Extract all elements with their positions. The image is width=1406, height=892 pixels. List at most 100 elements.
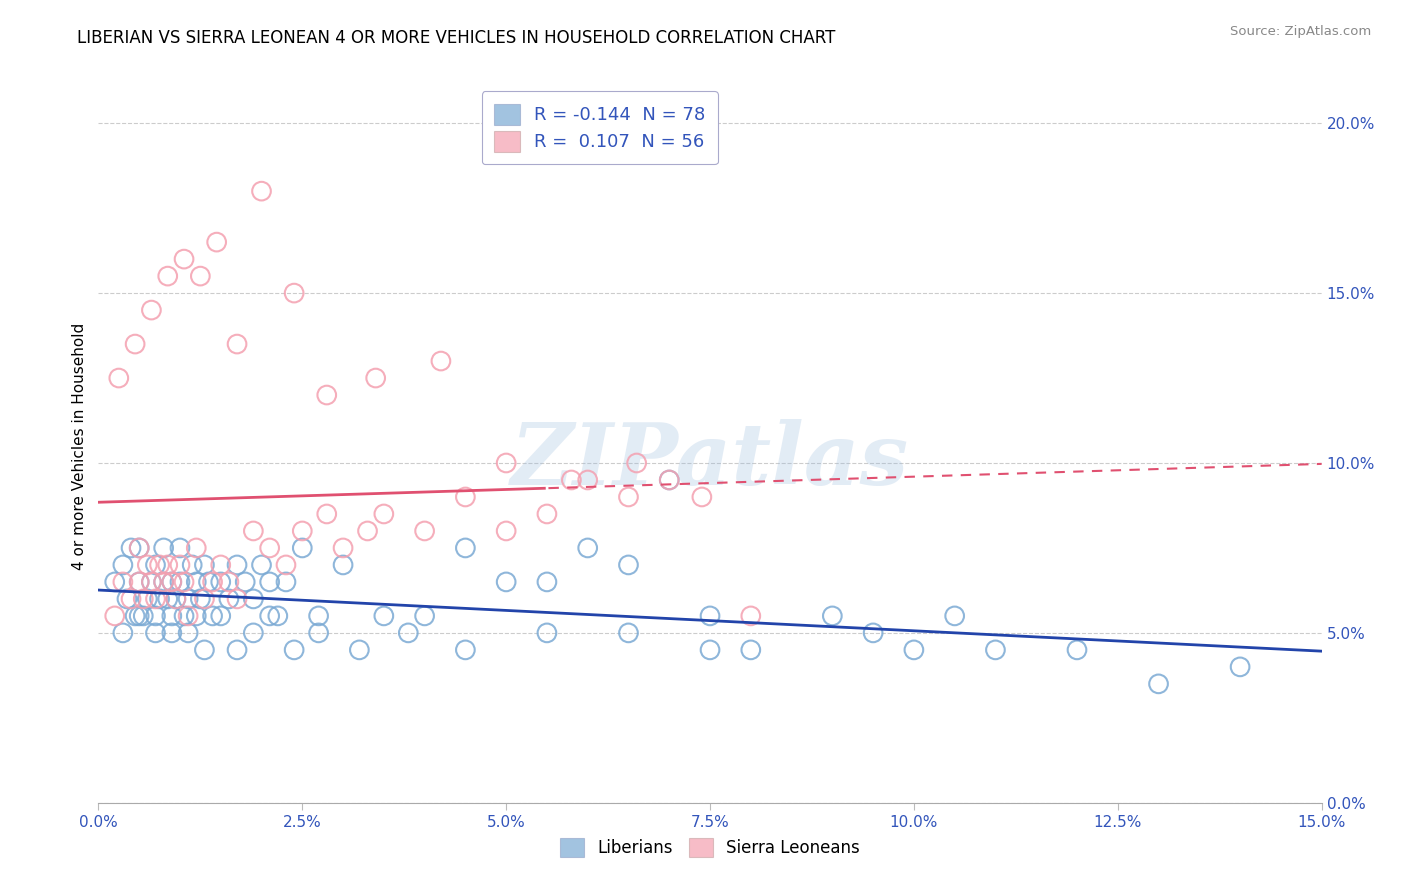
- Point: [145, 626, 167, 640]
- Point: [141, 574, 163, 589]
- Point: [690, 490, 713, 504]
- Point: [242, 591, 264, 606]
- Point: [165, 591, 187, 606]
- Text: Source: ZipAtlas.com: Source: ZipAtlas.com: [1230, 25, 1371, 38]
- Point: [209, 574, 232, 589]
- Point: [495, 456, 517, 470]
- Point: [242, 524, 264, 538]
- Point: [259, 574, 281, 589]
- Point: [1147, 677, 1170, 691]
- Point: [160, 574, 183, 589]
- Point: [201, 608, 224, 623]
- Point: [283, 286, 305, 301]
- Point: [120, 591, 142, 606]
- Point: [104, 574, 127, 589]
- Point: [274, 558, 297, 572]
- Point: [128, 541, 150, 555]
- Point: [128, 541, 150, 555]
- Point: [658, 473, 681, 487]
- Point: [218, 574, 240, 589]
- Point: [274, 574, 297, 589]
- Point: [536, 574, 558, 589]
- Point: [226, 591, 249, 606]
- Point: [173, 574, 195, 589]
- Point: [984, 643, 1007, 657]
- Point: [108, 371, 131, 385]
- Point: [181, 558, 204, 572]
- Point: [291, 541, 314, 555]
- Point: [128, 574, 150, 589]
- Point: [454, 490, 477, 504]
- Point: [560, 473, 582, 487]
- Point: [259, 608, 281, 623]
- Point: [250, 184, 273, 198]
- Point: [186, 541, 208, 555]
- Point: [226, 643, 249, 657]
- Point: [373, 507, 395, 521]
- Point: [315, 388, 337, 402]
- Point: [136, 558, 159, 572]
- Point: [160, 626, 183, 640]
- Point: [658, 473, 681, 487]
- Point: [699, 608, 721, 623]
- Point: [226, 558, 249, 572]
- Point: [120, 541, 142, 555]
- Point: [197, 574, 219, 589]
- Point: [259, 541, 281, 555]
- Point: [903, 643, 925, 657]
- Point: [141, 303, 163, 318]
- Point: [115, 591, 138, 606]
- Point: [356, 524, 378, 538]
- Point: [160, 608, 183, 623]
- Point: [136, 591, 159, 606]
- Point: [111, 574, 134, 589]
- Point: [617, 490, 640, 504]
- Point: [430, 354, 453, 368]
- Point: [291, 524, 314, 538]
- Point: [186, 574, 208, 589]
- Point: [177, 626, 200, 640]
- Point: [617, 558, 640, 572]
- Point: [156, 591, 179, 606]
- Point: [177, 591, 200, 606]
- Point: [740, 608, 762, 623]
- Point: [193, 643, 215, 657]
- Point: [173, 252, 195, 266]
- Point: [242, 626, 264, 640]
- Point: [205, 235, 228, 249]
- Point: [128, 608, 150, 623]
- Point: [149, 591, 172, 606]
- Point: [141, 574, 163, 589]
- Point: [165, 591, 187, 606]
- Point: [821, 608, 844, 623]
- Legend: Liberians, Sierra Leoneans: Liberians, Sierra Leoneans: [553, 830, 868, 866]
- Point: [209, 558, 232, 572]
- Point: [576, 541, 599, 555]
- Point: [308, 626, 330, 640]
- Point: [364, 371, 387, 385]
- Point: [152, 574, 174, 589]
- Point: [349, 643, 371, 657]
- Point: [699, 643, 721, 657]
- Point: [209, 608, 232, 623]
- Point: [454, 541, 477, 555]
- Point: [169, 574, 191, 589]
- Point: [626, 456, 648, 470]
- Point: [124, 608, 146, 623]
- Point: [156, 558, 179, 572]
- Point: [250, 558, 273, 572]
- Point: [193, 558, 215, 572]
- Point: [160, 574, 183, 589]
- Point: [495, 524, 517, 538]
- Point: [862, 626, 884, 640]
- Text: LIBERIAN VS SIERRA LEONEAN 4 OR MORE VEHICLES IN HOUSEHOLD CORRELATION CHART: LIBERIAN VS SIERRA LEONEAN 4 OR MORE VEH…: [77, 29, 835, 46]
- Point: [218, 591, 240, 606]
- Point: [188, 269, 212, 284]
- Point: [177, 608, 200, 623]
- Point: [152, 541, 174, 555]
- Point: [145, 558, 167, 572]
- Point: [267, 608, 290, 623]
- Point: [124, 337, 146, 351]
- Point: [193, 591, 215, 606]
- Point: [576, 473, 599, 487]
